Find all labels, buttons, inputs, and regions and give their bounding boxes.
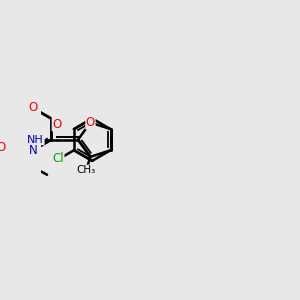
Text: O: O bbox=[0, 141, 6, 154]
Text: N: N bbox=[28, 144, 37, 157]
Text: O: O bbox=[28, 101, 38, 115]
Text: O: O bbox=[86, 116, 95, 129]
Text: NH: NH bbox=[27, 135, 44, 145]
Text: CH₃: CH₃ bbox=[76, 165, 95, 175]
Text: O: O bbox=[52, 118, 62, 131]
Text: Cl: Cl bbox=[52, 152, 64, 165]
